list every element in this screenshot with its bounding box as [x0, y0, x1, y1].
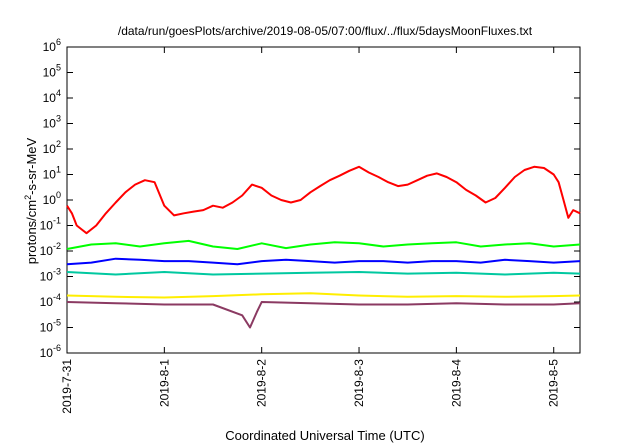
y-tick-label: 106 — [43, 37, 61, 54]
y-tick-label: 10-6 — [40, 343, 61, 360]
y-tick-label: 101 — [43, 165, 61, 182]
y-tick-label: 103 — [43, 114, 61, 131]
x-tick-label: 2019-8-3 — [352, 359, 366, 407]
y-axis-label: protons/cm2-s-sr-MeV — [23, 137, 39, 264]
x-axis-label: Coordinated Universal Time (UTC) — [225, 428, 424, 443]
plot-frame — [66, 46, 581, 354]
chart-title: /data/run/goesPlots/archive/2019-08-05/0… — [118, 24, 533, 38]
y-tick-label: 10-3 — [40, 267, 61, 284]
series-line-0 — [66, 165, 581, 235]
y-tick-label: 10-5 — [40, 318, 61, 335]
y-tick-label: 10-4 — [40, 292, 61, 309]
y-axis-label-main: protons/cm — [24, 200, 39, 264]
series-line-4 — [66, 292, 581, 299]
y-tick-label: 10-1 — [40, 216, 61, 233]
y-tick-label: 102 — [43, 139, 61, 156]
x-tick-label: 2019-8-2 — [255, 359, 269, 407]
y-tick-label: 100 — [43, 190, 61, 207]
y-tick-label: 104 — [43, 88, 61, 105]
series-line-5 — [66, 301, 581, 329]
x-tick-label: 2019-8-1 — [157, 359, 171, 407]
x-tick-label: 2019-8-5 — [547, 359, 561, 407]
y-axis-label-sup: 2 — [23, 195, 33, 200]
x-tick-label: 2019-8-4 — [449, 359, 463, 407]
series-line-3 — [66, 271, 581, 276]
y-tick-label: 10-2 — [40, 241, 61, 258]
svg-text:protons/cm2-s-sr-MeV: protons/cm2-s-sr-MeV — [23, 137, 39, 264]
series-line-2 — [66, 257, 581, 266]
x-tick-label: 2019-7-31 — [60, 359, 74, 414]
y-tick-label: 105 — [43, 63, 61, 80]
y-axis-label-rest: -s-sr-MeV — [24, 137, 39, 194]
series-line-1 — [66, 239, 581, 250]
